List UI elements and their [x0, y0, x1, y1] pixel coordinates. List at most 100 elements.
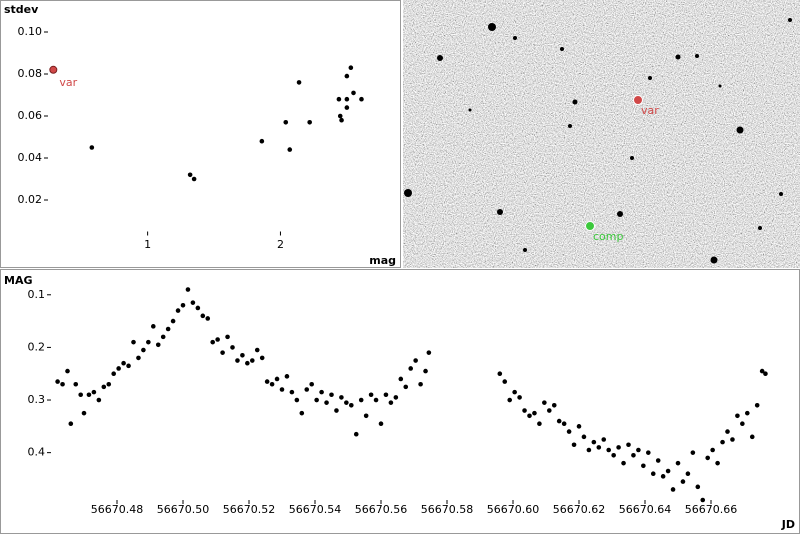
scatter-panel: [0, 0, 401, 268]
point: [344, 105, 350, 110]
point: [749, 434, 755, 440]
point: [715, 460, 720, 466]
point: [339, 395, 344, 400]
point: [547, 408, 552, 413]
point: [339, 117, 344, 123]
point: [680, 479, 686, 484]
point: [556, 418, 562, 424]
point: [393, 395, 399, 400]
point: [759, 368, 765, 374]
point: [116, 366, 121, 371]
point: [240, 352, 245, 358]
point: [685, 471, 691, 476]
x-axis-label: mag: [369, 254, 396, 267]
point: [348, 65, 354, 70]
point: [621, 460, 626, 466]
point: [740, 421, 745, 427]
x-tick-label: 56670.58: [421, 503, 474, 516]
point: [101, 384, 107, 390]
x-tick-label: 56670.48: [91, 503, 144, 516]
point: [180, 303, 186, 308]
x-axis-label: JD: [781, 518, 795, 531]
point: [418, 381, 423, 387]
point: [55, 379, 60, 384]
point: [700, 497, 706, 503]
point: [205, 316, 211, 321]
star-image: [403, 0, 800, 268]
y-tick-label: 0.1: [28, 288, 46, 301]
point: [601, 437, 607, 442]
point: [576, 424, 582, 429]
point: [507, 397, 512, 403]
point: [358, 397, 364, 403]
point: [413, 358, 418, 363]
point: [542, 400, 547, 405]
point: [561, 421, 567, 427]
point: [745, 410, 750, 416]
point: [763, 371, 768, 377]
point: [388, 400, 394, 405]
point: [91, 389, 97, 395]
point: [86, 392, 92, 398]
point: [522, 408, 527, 413]
point: [626, 442, 631, 448]
point: [551, 402, 557, 408]
point: [250, 358, 255, 363]
x-tick-label: 56670.50: [157, 503, 210, 516]
point: [641, 463, 646, 469]
point: [215, 337, 220, 342]
point: [294, 397, 300, 403]
point: [660, 474, 666, 479]
point: [304, 387, 310, 392]
point: [60, 381, 65, 387]
point: [279, 387, 285, 392]
series: [49, 65, 58, 74]
point: [349, 402, 354, 408]
point: [259, 355, 265, 361]
point: [344, 73, 350, 79]
point: [586, 447, 592, 453]
point: [160, 334, 166, 340]
point: [65, 368, 70, 374]
point: [344, 96, 350, 102]
point: [351, 90, 356, 96]
point: [566, 429, 572, 434]
point: [296, 80, 302, 85]
point: [289, 389, 295, 395]
point: [675, 460, 681, 466]
point: [383, 392, 389, 398]
point: [571, 442, 577, 448]
star-marker: [585, 221, 595, 231]
point: [616, 445, 621, 450]
point: [314, 397, 319, 403]
point: [631, 452, 636, 458]
point: [655, 458, 661, 463]
point: [670, 487, 676, 492]
point: [225, 334, 230, 340]
point: [611, 452, 616, 458]
y-tick-label: 0.08: [18, 67, 43, 80]
point: [165, 326, 171, 332]
point: [235, 358, 240, 363]
star-marker-label: comp: [593, 230, 623, 243]
point: [690, 450, 696, 455]
point: [287, 147, 293, 152]
star-marker: [633, 95, 643, 105]
y-tick-label: 0.06: [18, 109, 43, 122]
x-tick-label: 56670.64: [619, 503, 672, 516]
point: [337, 113, 343, 119]
point: [141, 347, 146, 353]
point: [299, 410, 305, 416]
point: [187, 172, 193, 178]
point: [81, 410, 87, 416]
y-tick-label: 0.04: [18, 151, 43, 164]
point: [581, 434, 587, 440]
point: [373, 397, 379, 403]
point: [512, 389, 517, 395]
point: [527, 413, 532, 419]
point: [49, 65, 58, 74]
point: [210, 339, 215, 345]
point: [195, 305, 201, 311]
point: [146, 339, 151, 345]
